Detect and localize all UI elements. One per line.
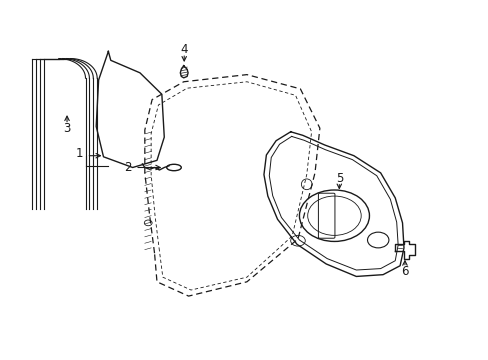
Text: 6: 6	[400, 265, 408, 278]
Text: 1: 1	[75, 147, 83, 160]
Text: 2: 2	[124, 161, 131, 174]
Text: 5: 5	[335, 172, 342, 185]
Text: 3: 3	[63, 122, 71, 135]
Text: 4: 4	[180, 43, 187, 56]
